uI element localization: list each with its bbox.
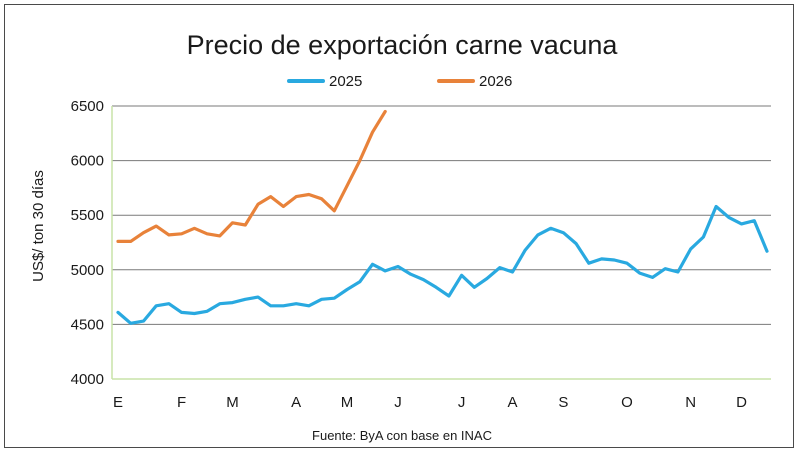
y-axis-label: US$/ ton 30 días xyxy=(30,170,47,282)
x-tick-label: S xyxy=(558,394,568,411)
x-tick-label: J xyxy=(394,394,402,411)
x-tick-label: J xyxy=(458,394,466,411)
source-note: Fuente: ByA con base en INAC xyxy=(312,428,492,443)
y-tick-label: 5000 xyxy=(71,262,104,279)
y-tick-labels: 4000 4500 5000 5500 6000 6500 xyxy=(71,98,104,388)
series-lines xyxy=(116,109,769,325)
series-line-2026 xyxy=(116,109,387,243)
chart-title: Precio de exportación carne vacuna xyxy=(187,30,619,60)
series-line-2025 xyxy=(116,204,769,325)
chart-frame: Precio de exportación carne vacuna 2025 … xyxy=(4,4,794,448)
y-tick-label: 6500 xyxy=(71,98,104,115)
y-tick-label: 4000 xyxy=(71,371,104,388)
x-tick-label: M xyxy=(226,394,239,411)
x-tick-label: D xyxy=(736,394,747,411)
x-tick-label: A xyxy=(291,394,301,411)
line-chart: Precio de exportación carne vacuna 2025 … xyxy=(30,30,771,443)
y-tick-label: 6000 xyxy=(71,153,104,170)
x-tick-label: M xyxy=(341,394,354,411)
legend-label-2025: 2025 xyxy=(329,73,362,90)
y-tick-label: 5500 xyxy=(71,207,104,224)
legend-label-2026: 2026 xyxy=(479,73,512,90)
gridlines xyxy=(112,105,771,380)
x-tick-label: N xyxy=(685,394,696,411)
x-tick-label: A xyxy=(507,394,517,411)
legend: 2025 2026 xyxy=(287,73,512,90)
x-tick-label: O xyxy=(621,394,633,411)
x-tick-label: F xyxy=(177,394,186,411)
x-tick-label: E xyxy=(113,394,123,411)
y-tick-label: 4500 xyxy=(71,316,104,333)
